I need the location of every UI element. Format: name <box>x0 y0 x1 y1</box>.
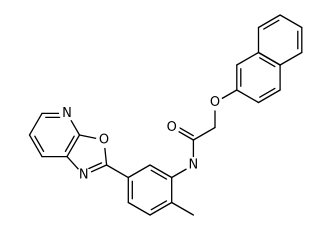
bond <box>150 200 168 211</box>
bond <box>177 126 194 137</box>
atom-label: N <box>189 158 199 173</box>
atom-label: O <box>167 120 177 135</box>
label-halo <box>75 167 92 184</box>
bond <box>257 51 281 66</box>
bond <box>171 201 195 216</box>
label-halo <box>185 157 202 173</box>
bond <box>263 19 280 30</box>
bond <box>105 164 129 179</box>
bond <box>150 169 168 180</box>
bond <box>279 14 303 29</box>
atom-label: O <box>99 133 109 148</box>
bond <box>192 126 216 141</box>
bond <box>149 201 173 216</box>
bond <box>127 201 151 216</box>
bond <box>236 89 260 104</box>
bond <box>34 135 45 153</box>
atom-label: N <box>62 106 72 121</box>
bond <box>259 57 276 68</box>
bond <box>149 164 173 179</box>
bond <box>257 89 281 104</box>
bond <box>127 164 151 179</box>
bond <box>66 134 81 158</box>
label-halo <box>163 119 180 136</box>
label-halo <box>207 94 223 111</box>
bond <box>28 112 43 136</box>
bond <box>259 87 276 98</box>
atom-label: O <box>210 95 220 110</box>
bond <box>257 14 281 29</box>
bond <box>28 134 43 158</box>
label-halo <box>96 132 112 148</box>
label-halo <box>59 105 75 122</box>
bond <box>64 135 75 153</box>
molecule-diagram: N O N O O N <box>28 14 303 216</box>
bond <box>236 51 260 66</box>
atom-labels: N O N O O N <box>59 94 223 184</box>
bond <box>279 51 303 66</box>
atom-label: N <box>79 168 89 183</box>
